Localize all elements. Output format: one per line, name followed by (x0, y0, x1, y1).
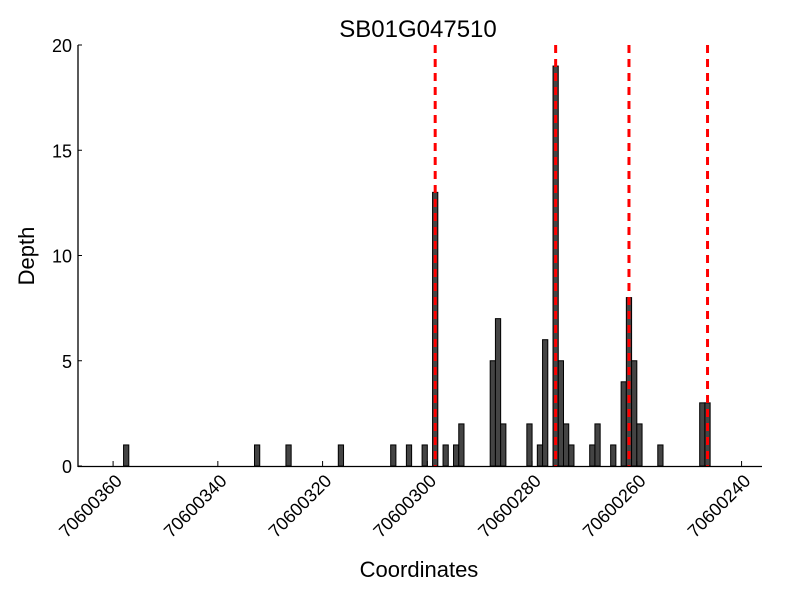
bar (421, 444, 428, 467)
bar (563, 423, 570, 467)
bar (337, 444, 345, 467)
bar (610, 444, 617, 467)
bar (636, 423, 643, 467)
y-tick-label: 15 (52, 141, 72, 161)
bar (285, 444, 292, 467)
x-tick-label: 70600240 (684, 471, 755, 542)
bar (620, 381, 627, 467)
y-tick-label: 5 (62, 352, 72, 372)
x-tick-label: 70600280 (474, 471, 545, 542)
x-tick-label: 70600340 (160, 471, 231, 542)
y-tick-label: 20 (52, 36, 72, 56)
x-tick-label: 70600360 (55, 471, 126, 542)
marker-lines-group (433, 45, 710, 466)
bar (631, 360, 638, 467)
bar (542, 339, 549, 467)
y-axis-label: Depth (14, 227, 39, 286)
bar (594, 423, 601, 467)
bar (253, 444, 261, 467)
bar (390, 444, 397, 467)
bar (123, 444, 130, 467)
x-tick-label: 70600300 (369, 471, 440, 542)
bar (494, 318, 502, 467)
bar (536, 444, 544, 467)
bar (568, 444, 575, 467)
y-ticks-group: 0 5 10 15 20 (52, 36, 82, 477)
bar (526, 423, 533, 467)
bar (500, 423, 507, 467)
y-tick-label: 0 (62, 457, 72, 477)
x-ticks-group: 70600360 70600340 70600320 70600300 70600280… (55, 461, 754, 541)
bar (657, 444, 664, 467)
bar (458, 423, 465, 467)
bar (442, 444, 449, 467)
bar (453, 444, 460, 467)
bar (557, 360, 565, 467)
y-tick-label: 10 (52, 247, 72, 267)
bar (489, 360, 496, 467)
x-tick-label: 70600260 (579, 471, 650, 542)
chart-title: SB01G047510 (339, 16, 496, 43)
bar (552, 65, 559, 467)
bars-group (123, 65, 711, 467)
x-axis-label: Coordinates (360, 557, 479, 582)
x-tick-label: 70600320 (265, 471, 336, 542)
bar (699, 402, 706, 467)
bar (405, 444, 413, 467)
bar (589, 444, 596, 467)
